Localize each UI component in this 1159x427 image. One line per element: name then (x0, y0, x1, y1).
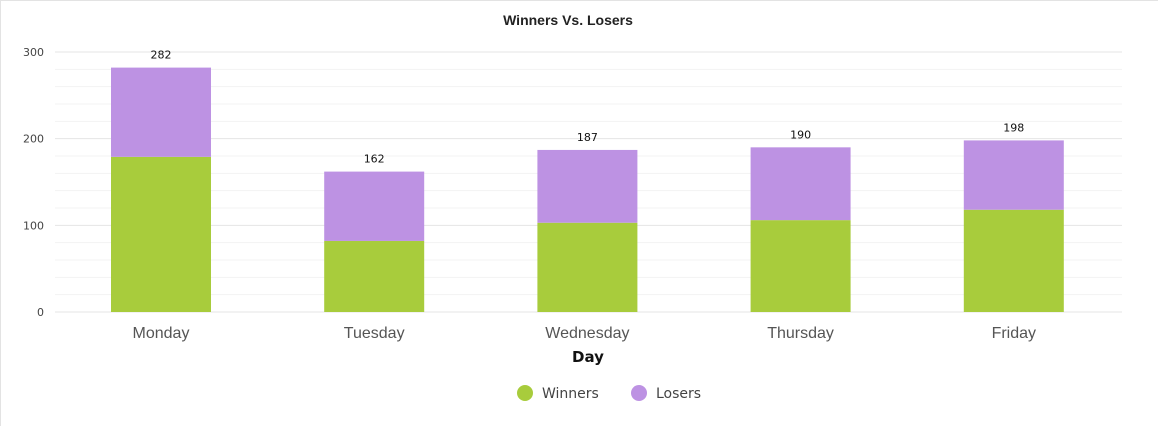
x-tick-label-thursday: Thursday (767, 325, 834, 342)
bars: 282 162 187 190 198 (111, 49, 1064, 312)
y-tick-label: 100 (23, 219, 44, 232)
y-axis: 0 100 200 300 (23, 46, 44, 319)
x-axis-label: Day (572, 348, 604, 366)
y-tick-label: 0 (37, 306, 44, 319)
y-tick-label: 200 (23, 133, 44, 146)
bar-losers-thursday[interactable] (750, 147, 851, 221)
bar-losers-friday[interactable] (963, 140, 1064, 210)
bar-losers-wednesday[interactable] (537, 149, 638, 223)
total-label-friday: 198 (1003, 121, 1024, 134)
bar-winners-friday[interactable] (963, 209, 1064, 312)
legend-swatch-losers (631, 385, 647, 401)
x-tick-label-monday: Monday (133, 325, 190, 342)
bar-winners-tuesday[interactable] (324, 240, 425, 312)
x-tick-label-friday: Friday (992, 325, 1036, 342)
total-label-monday: 282 (151, 49, 172, 62)
bar-winners-thursday[interactable] (750, 220, 851, 312)
bar-losers-tuesday[interactable] (324, 171, 425, 241)
y-tick-label: 300 (23, 46, 44, 59)
legend-item-losers[interactable]: Losers (631, 385, 701, 402)
total-label-wednesday: 187 (577, 131, 598, 144)
legend-label-losers: Losers (656, 386, 701, 402)
bar-winners-wednesday[interactable] (537, 222, 638, 312)
bar-losers-monday[interactable] (111, 67, 211, 157)
legend-label-winners: Winners (542, 386, 599, 402)
legend[interactable]: Winners Losers (517, 385, 701, 402)
legend-item-winners[interactable]: Winners (517, 385, 599, 402)
legend-swatch-winners (517, 385, 533, 401)
chart-title: Winners Vs. Losers (503, 12, 633, 28)
x-axis: Monday Tuesday Wednesday Thursday Friday (133, 325, 1036, 342)
x-tick-label-wednesday: Wednesday (545, 325, 629, 342)
total-label-thursday: 190 (790, 128, 811, 141)
x-tick-label-tuesday: Tuesday (344, 325, 405, 342)
total-label-tuesday: 162 (364, 153, 385, 166)
bar-winners-monday[interactable] (111, 156, 211, 312)
